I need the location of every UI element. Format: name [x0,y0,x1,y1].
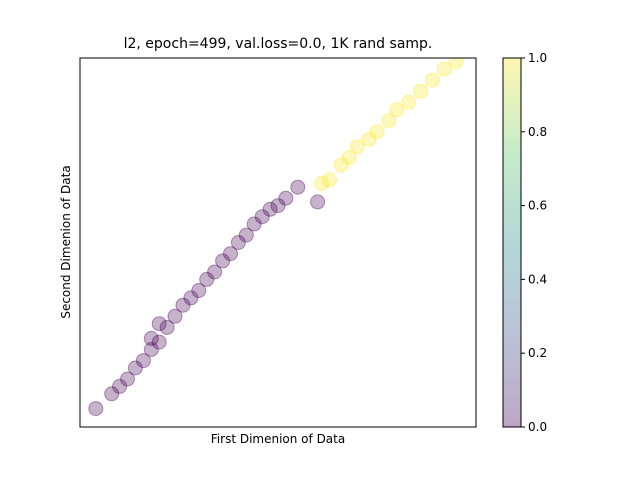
points-layer [88,58,464,417]
data-point [183,290,199,306]
plot-area-frame [79,57,477,428]
x-axis-label: First Dimenion of Data [211,432,345,446]
data-point [448,58,464,70]
data-point [290,179,306,195]
data-point [207,264,223,280]
data-point [151,316,167,332]
data-point [361,131,377,147]
colorbar-frame [502,57,522,428]
data-point [238,227,254,243]
data-point [401,94,417,110]
data-point [278,190,294,206]
y-axis-label: Second Dimenion of Data [59,165,73,318]
data-point [389,102,405,118]
data-point [135,353,151,369]
colorbar-tick-label: 0.0 [528,420,547,434]
data-point [167,308,183,324]
data-point [143,330,159,346]
data-point [175,297,191,313]
data-point [381,113,397,129]
data-point [322,172,337,188]
colorbar-ticks: 0.0 0.2 0.4 0.6 0.8 1.0 [521,51,547,434]
data-point [151,334,167,350]
data-point [88,401,104,417]
colorbar-tick-label: 1.0 [528,51,547,65]
chart-title: l2, epoch=499, val.loss=0.0, 1K rand sam… [124,36,433,52]
colorbar-tick-label: 0.6 [528,199,547,213]
data-point [436,61,452,77]
data-point [112,378,128,394]
data-point [270,198,286,214]
colorbar: 0.0 0.2 0.4 0.6 0.8 1.0 [502,51,547,434]
colorbar-tick-label: 0.4 [528,272,547,286]
colorbar-gradient [503,58,521,427]
data-point [254,209,270,225]
data-point [223,246,238,262]
data-point [333,157,349,173]
data-point [143,342,159,357]
data-point [413,83,429,99]
data-point [314,176,330,191]
data-point [262,201,278,217]
data-point [424,72,440,88]
data-point [191,283,207,298]
data-point [215,253,231,269]
data-point [349,139,365,155]
data-point [199,271,215,287]
data-point [341,150,357,166]
data-point [104,386,120,402]
data-point [230,235,246,250]
data-point [310,194,326,210]
data-point [120,371,135,387]
colorbar-tick-label: 0.8 [528,125,547,139]
colorbar-tick-label: 0.2 [528,346,547,360]
data-point [159,319,175,335]
data-point [246,216,262,232]
data-point [127,360,143,376]
data-point [369,124,385,140]
